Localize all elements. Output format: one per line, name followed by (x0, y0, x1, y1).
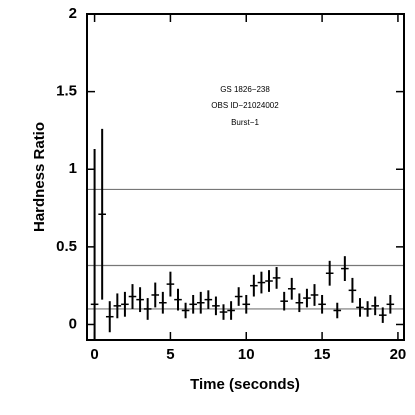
x-tick-label: 0 (90, 346, 98, 363)
x-tick-label: 20 (390, 346, 407, 363)
y-axis-label: Hardness Ratio (31, 122, 48, 232)
y-tick-label: 0 (69, 315, 77, 332)
y-tick-label: 0.5 (56, 238, 77, 255)
x-tick-label: 15 (314, 346, 331, 363)
y-tick-label: 1 (69, 160, 77, 177)
annotation: Burst−1 (231, 118, 259, 127)
y-tick-label: 1.5 (56, 83, 77, 100)
x-tick-label: 5 (166, 346, 174, 363)
annotation: OBS ID−21024002 (211, 101, 279, 110)
x-axis-label: Time (seconds) (190, 376, 300, 393)
x-tick-label: 10 (238, 346, 255, 363)
annotation: GS 1826−238 (220, 85, 270, 94)
y-tick-label: 2 (69, 5, 77, 22)
plot-frame (86, 13, 405, 341)
